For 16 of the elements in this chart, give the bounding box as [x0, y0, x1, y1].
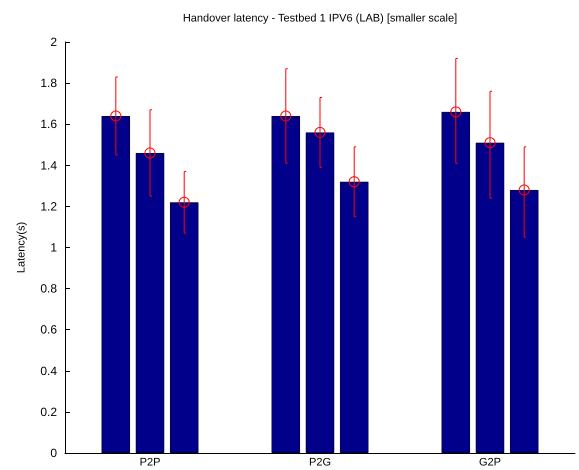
- y-tick-label: 0.4: [40, 364, 58, 378]
- x-tick-label: G2P: [478, 456, 502, 468]
- y-tick-label: 1.8: [40, 76, 58, 90]
- y-tick-label: 1: [50, 240, 58, 254]
- y-tick-label: 0: [50, 446, 58, 460]
- y-axis-title: Latency(s): [16, 222, 28, 274]
- y-tick-label: 0.2: [40, 404, 58, 419]
- y-tick-label: 0.8: [40, 282, 58, 296]
- y-tick-label: 2: [50, 35, 58, 49]
- x-tick-label: P2P: [140, 456, 160, 468]
- chart-title: Handover latency - Testbed 1 IPV6 (LAB) [smaller scale]: [182, 12, 458, 24]
- y-tick-label: 1.2: [40, 199, 58, 214]
- y-tick-label: 0.6: [40, 322, 58, 337]
- x-tick-label: P2G: [308, 456, 332, 468]
- y-tick-label: 1.6: [40, 117, 58, 132]
- y-tick-label: 1.4: [40, 158, 58, 172]
